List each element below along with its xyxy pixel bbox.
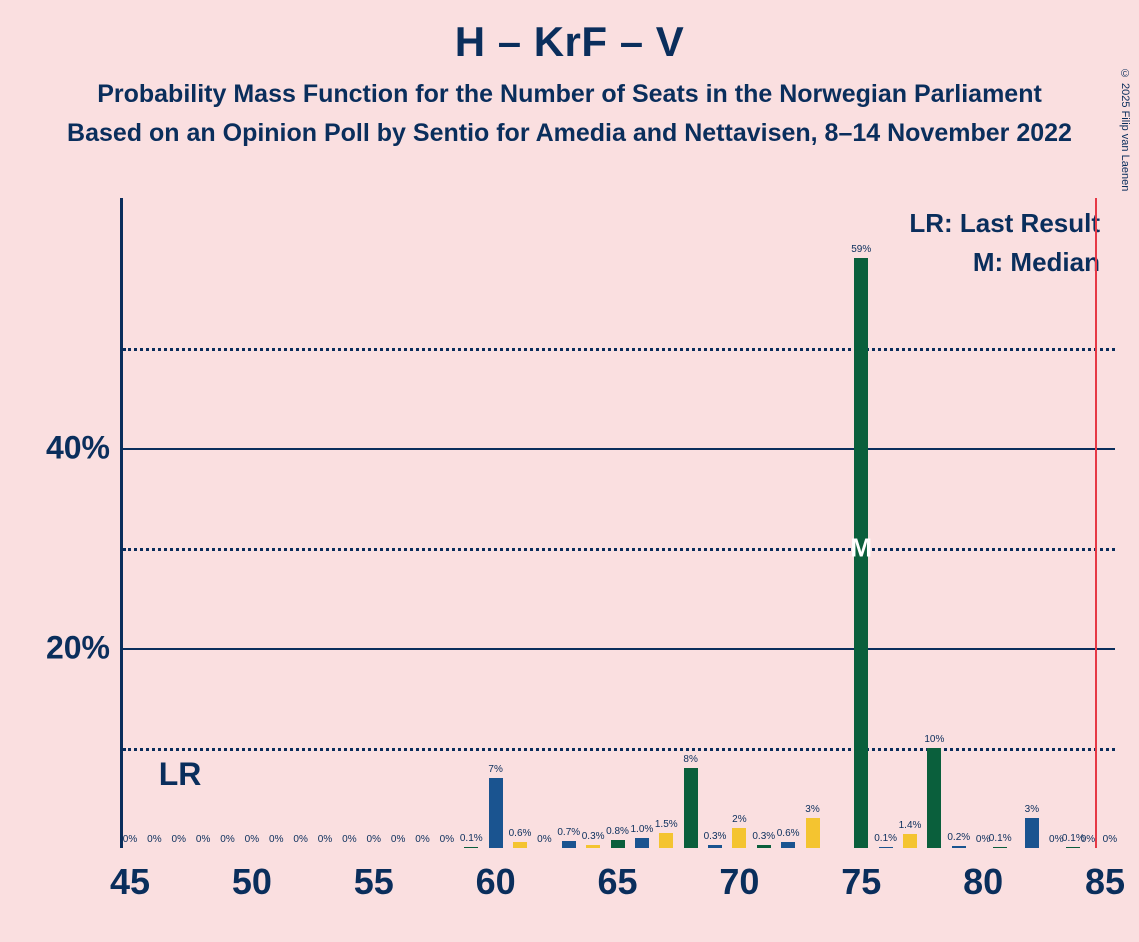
bar	[879, 847, 893, 848]
bar	[489, 778, 503, 848]
bar-value-label: 0%	[123, 834, 137, 845]
bar-value-label: 0%	[1081, 834, 1095, 845]
bar-value-label: 0.3%	[704, 831, 727, 842]
bar	[659, 833, 673, 848]
bar-value-label: 0.1%	[874, 833, 897, 844]
bar	[635, 838, 649, 848]
x-axis-label: 85	[1085, 861, 1125, 903]
bar-value-label: 8%	[683, 754, 697, 765]
bar-value-label: 0%	[196, 834, 210, 845]
bar-value-label: 0%	[293, 834, 307, 845]
bar	[757, 845, 771, 848]
grid-line	[123, 748, 1115, 751]
bar-value-label: 0%	[318, 834, 332, 845]
bar-value-label: 59%	[851, 244, 871, 255]
bar-value-label: 0.3%	[752, 831, 775, 842]
copyright-text: © 2025 Filip van Laenen	[1119, 68, 1131, 191]
bar	[993, 847, 1007, 848]
bar-value-label: 0%	[147, 834, 161, 845]
x-axis-label: 55	[354, 861, 394, 903]
bar-value-label: 3%	[1025, 804, 1039, 815]
grid-line	[123, 348, 1115, 351]
lr-marker: LR	[159, 756, 202, 793]
bar-value-label: 0%	[220, 834, 234, 845]
bar-value-label: 0%	[367, 834, 381, 845]
bar	[684, 768, 698, 848]
x-axis-label: 75	[841, 861, 881, 903]
x-axis-label: 80	[963, 861, 1003, 903]
bar-value-label: 1.5%	[655, 819, 678, 830]
x-axis-label: 70	[719, 861, 759, 903]
bar-value-label: 0%	[172, 834, 186, 845]
bar-value-label: 0.1%	[989, 833, 1012, 844]
grid-line	[123, 548, 1115, 551]
bar-value-label: 3%	[805, 804, 819, 815]
bar	[903, 834, 917, 848]
y-axis-label: 20%	[35, 630, 110, 667]
bar-value-label: 0.3%	[582, 831, 605, 842]
bar	[513, 842, 527, 848]
bar	[586, 845, 600, 848]
bar-value-label: 1.0%	[630, 824, 653, 835]
y-axis-label: 40%	[35, 430, 110, 467]
chart-subtitle2: Based on an Opinion Poll by Sentio for A…	[0, 119, 1139, 148]
bar	[781, 842, 795, 848]
bar	[806, 818, 820, 848]
bar-value-label: 0%	[245, 834, 259, 845]
bar	[562, 841, 576, 848]
chart-subtitle: Probability Mass Function for the Number…	[0, 80, 1139, 109]
legend-m: M: Median	[909, 247, 1100, 278]
bar-value-label: 0.6%	[777, 828, 800, 839]
grid-line	[123, 648, 1115, 650]
bar-value-label: 0%	[342, 834, 356, 845]
grid-line	[123, 448, 1115, 450]
bar-value-label: 0.7%	[557, 827, 580, 838]
x-axis-label: 45	[110, 861, 150, 903]
bar-value-label: 10%	[924, 734, 944, 745]
x-axis-label: 50	[232, 861, 272, 903]
chart-legend: LR: Last Result M: Median	[909, 208, 1100, 286]
bar-value-label: 0.2%	[947, 832, 970, 843]
chart-title: H – KrF – V	[0, 18, 1139, 66]
bar-value-label: 0.8%	[606, 826, 629, 837]
bar-value-label: 7%	[488, 764, 502, 775]
x-axis-label: 60	[476, 861, 516, 903]
bar-value-label: 0%	[440, 834, 454, 845]
bar-value-label: 0.6%	[509, 828, 532, 839]
bar-value-label: 0.1%	[460, 833, 483, 844]
bar	[732, 828, 746, 848]
threshold-line	[1095, 198, 1097, 848]
bar	[464, 847, 478, 848]
bar	[952, 846, 966, 848]
legend-lr: LR: Last Result	[909, 208, 1100, 239]
bar-value-label: 2%	[732, 814, 746, 825]
bar-value-label: 0%	[391, 834, 405, 845]
bar	[1066, 847, 1080, 848]
bar	[1025, 818, 1039, 848]
bar	[611, 840, 625, 848]
bar-value-label: 0%	[415, 834, 429, 845]
bar-value-label: 0%	[269, 834, 283, 845]
x-axis-label: 65	[597, 861, 637, 903]
bar-value-label: 1.4%	[899, 820, 922, 831]
chart-plot-area: LR: Last Result M: Median 20%40%45505560…	[120, 198, 1115, 848]
bar-value-label: 0%	[1103, 834, 1117, 845]
bar	[708, 845, 722, 848]
bar	[927, 748, 941, 848]
median-marker: M	[850, 533, 872, 564]
bar-value-label: 0%	[537, 834, 551, 845]
